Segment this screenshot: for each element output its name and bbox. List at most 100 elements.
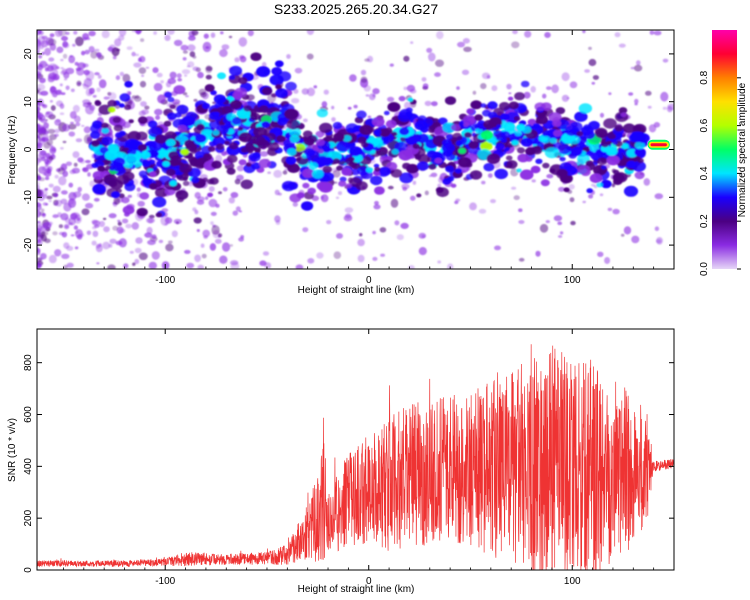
x-tick-label: -100 (155, 576, 175, 587)
spectrogram-blob (374, 166, 381, 172)
spectrogram-blob (380, 253, 385, 257)
spectrogram-blob (518, 208, 523, 212)
spectrogram-blob (536, 115, 548, 125)
spectrogram-blob (372, 256, 378, 261)
spectrogram-blob (273, 169, 283, 178)
spectrogram-blob (49, 33, 55, 38)
spectrogram-blob (43, 141, 51, 149)
spectrogram-blob (608, 92, 612, 95)
spectrogram-blob (359, 233, 363, 237)
spectrogram-blob (614, 124, 624, 132)
spectrogram-blob (519, 169, 534, 180)
spectrogram-blob (558, 235, 563, 238)
spectrogram-blob (387, 185, 394, 190)
snr-series-line (37, 344, 674, 570)
spectrogram-blob (72, 104, 80, 113)
spectrogram-blob (47, 221, 53, 226)
spectrogram-blob (55, 118, 61, 123)
spectrogram-blob (605, 146, 618, 156)
spectrogram-blob (436, 30, 444, 40)
spectrogram-blob (180, 148, 190, 156)
spectrogram-blob (169, 104, 176, 109)
spectrogram-blob (44, 47, 51, 56)
spectrogram-blob (356, 110, 367, 119)
spectrogram-blob (379, 227, 387, 233)
spectrogram-blob (389, 63, 394, 67)
spectrogram-blob (403, 86, 408, 91)
spectrogram-blob (76, 217, 81, 222)
spectrogram-blob (483, 163, 495, 172)
spectrogram-blob (511, 140, 519, 146)
spectrogram-blob (211, 160, 222, 169)
spectrogram-blob (373, 129, 382, 136)
spectrogram-blob (337, 191, 343, 196)
spectrogram-blob (582, 200, 586, 204)
spectrogram-blob (144, 105, 150, 110)
colorbar-tick-label: 0.4 (699, 166, 710, 180)
spectrogram-blob (430, 172, 438, 178)
spectrogram-blob (185, 142, 198, 152)
spectrogram-blob (295, 264, 304, 269)
spectrogram-blob (37, 30, 42, 36)
spectrogram-blob (93, 197, 100, 202)
spectrogram-blob (421, 77, 427, 82)
spectrogram-blob (284, 168, 288, 172)
spectrogram-blob (253, 126, 268, 138)
spectrogram-blob (613, 172, 628, 183)
spectrogram-blob (68, 55, 76, 64)
spectrogram-blob (361, 141, 369, 148)
spectrogram-blob (58, 176, 67, 186)
spectrogram-blob (302, 227, 309, 233)
spectrogram-blob (348, 156, 355, 162)
spectrogram-blob (513, 116, 521, 122)
spectrogram-blob (92, 226, 97, 230)
spectrogram-blob (518, 220, 525, 224)
spectrogram-blob (91, 140, 100, 147)
spectrogram-blob (555, 107, 566, 115)
spectrogram-blob (215, 143, 225, 150)
spectrogram-blob (332, 169, 341, 178)
x-tick-label: -100 (155, 275, 175, 286)
spectrogram-blob (654, 193, 664, 200)
spectrogram-blob (261, 87, 273, 96)
spectrogram-blob (37, 247, 41, 255)
spectrogram-blob (202, 177, 209, 182)
spectrogram-blob (171, 230, 178, 238)
spectrogram-blob (81, 208, 90, 216)
spectrogram-blob (399, 127, 410, 136)
spectrogram-blob (53, 73, 60, 81)
spectrogram-blob (322, 165, 332, 173)
spectrogram-blob (558, 144, 572, 155)
spectrogram-blob (193, 217, 202, 224)
spectrogram-blob (319, 122, 333, 134)
spectrogram-blob (63, 78, 68, 81)
spectrogram-blob (188, 156, 197, 163)
spectrogram-blob (238, 37, 248, 47)
spectrogram-blob (68, 217, 76, 226)
spectrogram-blob (238, 237, 245, 242)
spectrogram-blob (167, 112, 177, 120)
spectrogram-blob (62, 140, 67, 144)
spectrogram-blob (301, 201, 314, 211)
spectrogram-blob (578, 103, 593, 114)
spectrogram-blob (552, 119, 562, 127)
spectrogram-blob (191, 30, 199, 36)
spectrogram-blob (152, 196, 167, 208)
spectrogram-blob (551, 84, 559, 94)
spectrogram-blob (620, 112, 627, 118)
spectrogram-blob (634, 171, 645, 180)
spectrogram-blob (47, 38, 57, 46)
spectrogram-blob (332, 121, 343, 130)
spectrogram-blob (530, 165, 541, 174)
spectrogram-blob (315, 138, 325, 146)
spectrogram-blob (457, 41, 465, 48)
spectrogram-blob (62, 53, 68, 59)
spectrogram-blob (228, 197, 235, 204)
spectrogram-blob (557, 221, 563, 226)
spectrogram-blob (47, 128, 56, 134)
spectrogram-blob (412, 143, 420, 149)
spectrogram-blob (43, 122, 49, 129)
colorbar-tick-label: 0.2 (699, 214, 710, 228)
spectrogram-blob (113, 124, 123, 132)
spectrogram-blob (286, 119, 300, 130)
